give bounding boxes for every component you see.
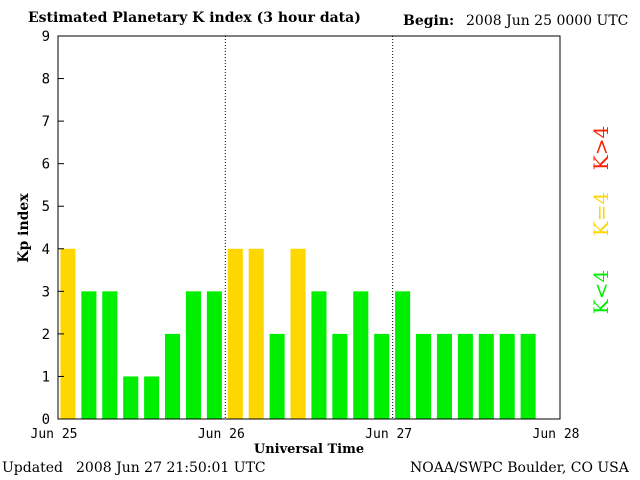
- begin-label: Begin:: [403, 13, 455, 29]
- x-axis-label: Universal Time: [254, 442, 364, 457]
- bars-group: [60, 248, 536, 419]
- bar: [165, 333, 181, 419]
- y-tick-label: 8: [42, 72, 50, 88]
- bar: [290, 248, 306, 419]
- bar: [436, 333, 452, 419]
- legend: K<4 K=4 K>4: [589, 126, 613, 314]
- y-tick-label: 3: [42, 284, 50, 300]
- x-tick-label: Jun 27: [365, 427, 412, 442]
- plot-frame: [57, 35, 561, 420]
- y-tick-label: 2: [42, 327, 50, 343]
- bar: [144, 376, 160, 419]
- footer-updated-value: 2008 Jun 27 21:50:01 UTC: [76, 460, 266, 476]
- bar: [60, 248, 76, 419]
- y-tick-label: 9: [42, 29, 50, 45]
- bar: [227, 248, 243, 419]
- y-tick-label: 1: [42, 369, 50, 385]
- day-separators: [224, 36, 394, 419]
- footer-updated-label: Updated: [2, 460, 63, 476]
- y-axis-ticks: 0 1 2 3 4 5 6 7 8 9: [42, 29, 64, 428]
- bar: [478, 333, 494, 419]
- bar: [499, 333, 515, 419]
- bar: [206, 291, 222, 419]
- x-axis-ticks: Jun 25 Jun 26 Jun 27 Jun 28: [31, 427, 580, 442]
- bar: [353, 291, 369, 419]
- footer-source: NOAA/SWPC Boulder, CO USA: [410, 460, 629, 476]
- legend-item-label: K<4: [589, 270, 613, 314]
- bar: [311, 291, 327, 419]
- chart-title: Estimated Planetary K index (3 hour data…: [28, 10, 361, 26]
- bar: [416, 333, 432, 419]
- bar: [269, 333, 285, 419]
- legend-item-label: K=4: [589, 192, 613, 236]
- bar: [123, 376, 139, 419]
- bar: [248, 248, 264, 419]
- bar: [520, 333, 536, 419]
- y-tick-label: 7: [42, 114, 50, 130]
- y-axis-label: Kp index: [16, 193, 32, 263]
- legend-item-label: K>4: [589, 126, 613, 170]
- y-tick-label: 4: [42, 242, 50, 258]
- bar: [374, 333, 390, 419]
- bar: [457, 333, 473, 419]
- bar: [185, 291, 201, 419]
- y-tick-label: 0: [42, 412, 50, 428]
- begin-value: 2008 Jun 25 0000 UTC: [466, 13, 629, 29]
- bar: [395, 291, 411, 419]
- x-tick-label: Jun 25: [31, 427, 78, 442]
- bar: [102, 291, 118, 419]
- bar: [332, 333, 348, 419]
- bar: [81, 291, 97, 419]
- x-tick-label: Jun 26: [198, 427, 245, 442]
- y-tick-label: 5: [42, 199, 50, 215]
- x-tick-label: Jun 28: [533, 427, 580, 442]
- y-tick-label: 6: [42, 157, 50, 173]
